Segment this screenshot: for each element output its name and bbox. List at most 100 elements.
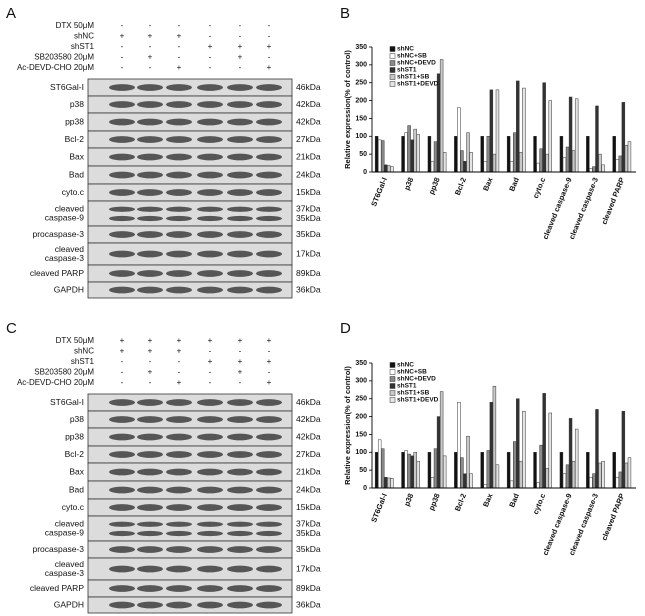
band — [109, 215, 135, 222]
blot-label: cyto.c — [62, 187, 85, 197]
blot-frame — [87, 515, 293, 542]
y-tick-label: 150 — [355, 431, 367, 438]
band — [256, 206, 282, 212]
kda-label: 35kDa — [296, 528, 321, 538]
bar — [574, 98, 579, 173]
bar — [568, 96, 573, 173]
bar — [612, 136, 616, 173]
treatment-sign: - — [121, 53, 124, 62]
band — [166, 206, 192, 212]
blot-label: pp38 — [65, 116, 84, 126]
treatment-sign: + — [177, 336, 182, 345]
treatment-sign: - — [178, 21, 181, 30]
bar — [430, 161, 435, 173]
treatment-sign: + — [177, 347, 182, 356]
band — [166, 189, 192, 196]
bar — [404, 132, 408, 173]
band — [137, 270, 163, 277]
bar — [589, 168, 593, 173]
band — [197, 468, 223, 476]
band — [109, 486, 135, 494]
legend-label: shNC — [397, 46, 414, 53]
band — [166, 101, 192, 108]
treatment-sign: - — [149, 357, 152, 366]
legend-label: shNC — [397, 362, 414, 369]
band — [227, 171, 253, 179]
band — [256, 250, 282, 258]
band — [227, 136, 253, 143]
legend-label: shST1+SB — [397, 74, 430, 81]
band — [227, 118, 253, 126]
band — [137, 84, 163, 91]
band — [109, 585, 135, 592]
bar — [469, 152, 473, 173]
x-tick-label: p38 — [402, 492, 415, 507]
treatment-sign: + — [267, 42, 272, 51]
band — [109, 451, 135, 458]
bar — [457, 107, 461, 173]
bar — [390, 166, 394, 173]
band — [109, 118, 135, 126]
band — [166, 504, 192, 511]
bar — [384, 164, 388, 173]
blot-label: pp38 — [65, 431, 84, 441]
bar — [404, 450, 408, 489]
bar — [457, 402, 461, 489]
bar — [436, 416, 441, 489]
blot-label: Bcl-2 — [65, 134, 85, 144]
band — [227, 189, 253, 196]
kda-label: 17kDa — [296, 248, 321, 258]
band — [166, 231, 192, 238]
band — [227, 153, 253, 161]
band — [166, 585, 192, 592]
band — [227, 565, 253, 573]
treatment-label: shNC — [74, 32, 94, 41]
kda-label: 42kDa — [296, 99, 321, 109]
treatment-sign: - — [121, 378, 124, 387]
treatment-sign: - — [121, 42, 124, 51]
band — [227, 399, 253, 406]
band — [227, 521, 253, 527]
treatment-label: shNC — [74, 347, 94, 356]
band — [256, 451, 282, 458]
kda-label: 37kDa — [296, 204, 321, 214]
y-tick-label: 150 — [355, 115, 367, 122]
bar — [542, 82, 546, 173]
bar — [615, 159, 619, 173]
blot-label: cleaved PARP — [30, 583, 85, 593]
bar — [586, 136, 590, 173]
treatment-sign: - — [268, 368, 271, 377]
bar — [407, 453, 411, 489]
band — [166, 270, 192, 277]
band — [256, 486, 282, 494]
band — [137, 451, 163, 458]
bar — [492, 153, 497, 173]
blot-label: p38 — [70, 99, 84, 109]
blot-label: cleaved — [55, 203, 85, 213]
band — [109, 504, 135, 511]
bar — [410, 455, 414, 489]
bar — [621, 102, 626, 173]
bar — [519, 460, 523, 489]
band — [227, 231, 253, 238]
band — [166, 416, 192, 423]
kda-label: 42kDa — [296, 414, 321, 424]
panel-letter: C — [6, 320, 17, 337]
bar — [466, 435, 470, 489]
bar — [574, 428, 579, 489]
bar — [571, 460, 576, 489]
treatment-sign: - — [268, 21, 271, 30]
band — [256, 84, 282, 91]
bar — [618, 155, 623, 173]
bar — [469, 473, 473, 489]
bar — [595, 409, 599, 489]
band — [197, 206, 223, 212]
band — [227, 486, 253, 494]
kda-label: 24kDa — [296, 484, 321, 494]
y-tick-label: 200 — [355, 413, 367, 420]
band — [227, 530, 253, 537]
bar — [483, 484, 487, 489]
treatment-sign: + — [238, 368, 243, 377]
bar — [384, 477, 388, 489]
bar — [387, 165, 391, 173]
